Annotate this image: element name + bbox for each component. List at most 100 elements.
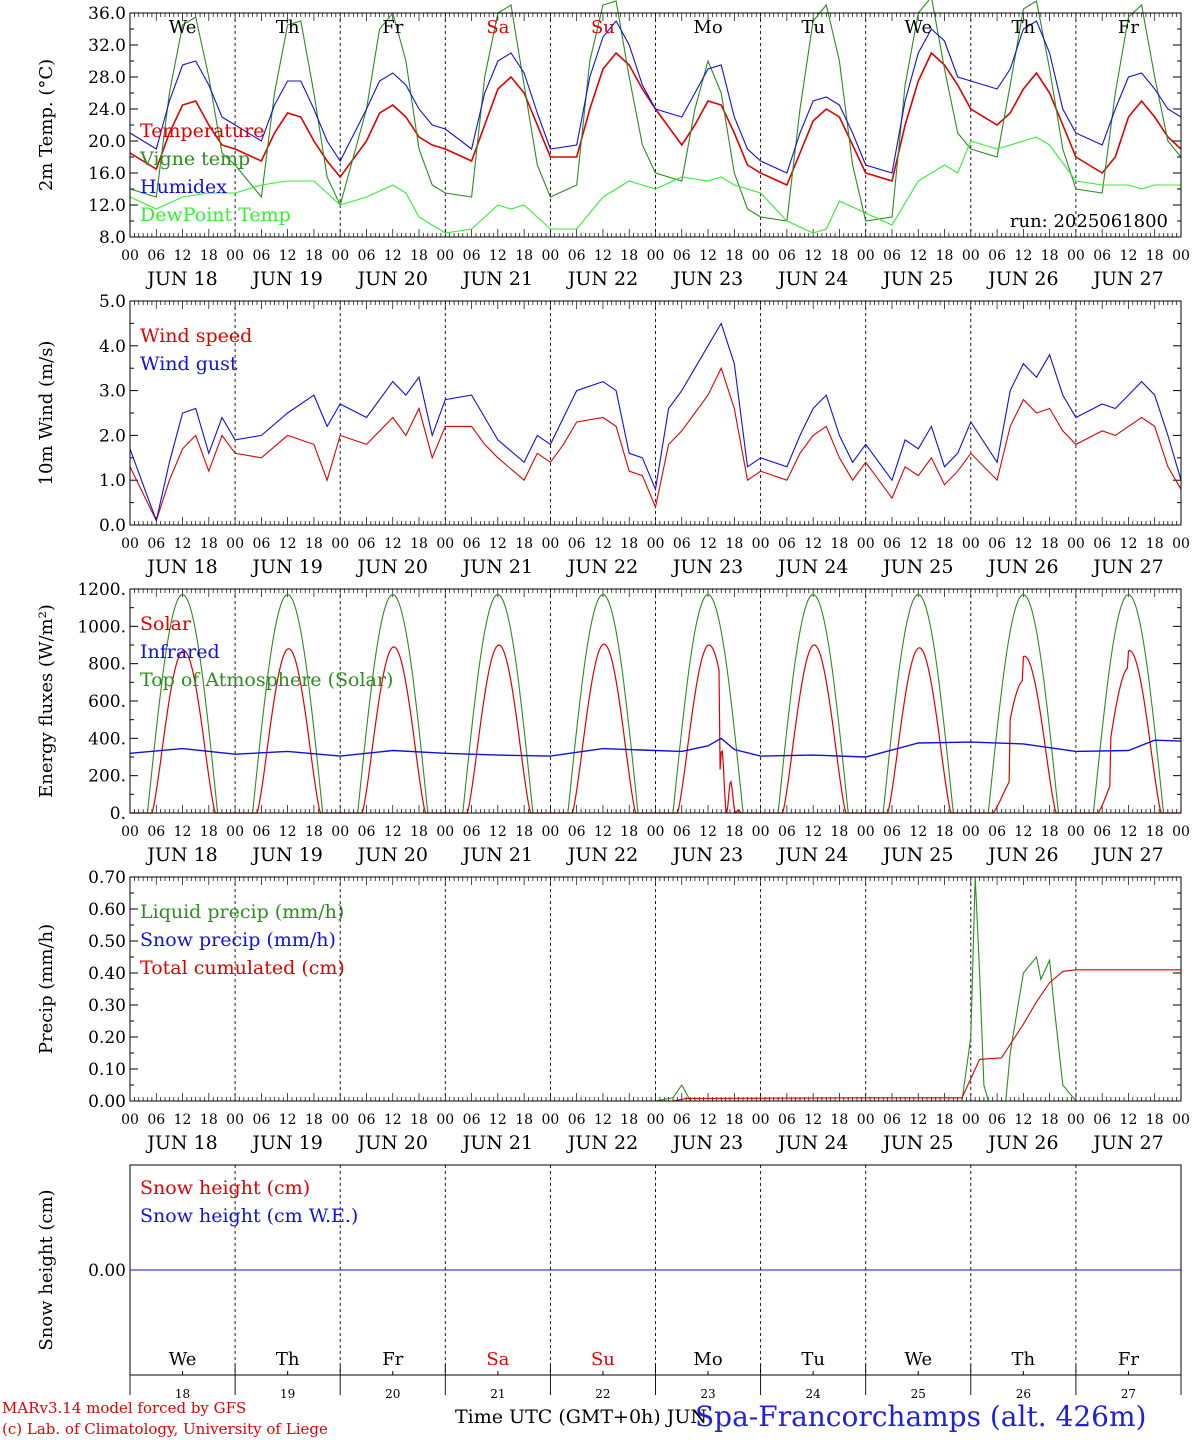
date-label: JUN 23 (671, 556, 743, 578)
date-label: JUN 24 (776, 268, 848, 290)
y-tick-label: 5.0 (99, 292, 126, 312)
date-label: JUN 19 (250, 556, 322, 578)
weekday-label: Tu (801, 17, 825, 38)
legend-entry: Solar (140, 613, 192, 635)
series-line (129, 322, 1182, 523)
hour-tick-label: 18 (620, 536, 638, 552)
date-label: JUN 18 (145, 844, 217, 866)
hour-tick-label: 00 (962, 1112, 980, 1128)
hour-tick-label: 18 (725, 536, 743, 552)
weekday-label: Mo (693, 17, 722, 38)
hour-tick-label: 12 (1014, 536, 1032, 552)
y-tick-label: 28.0 (88, 68, 126, 88)
legend-entry: Temperature (140, 120, 264, 142)
weekday-label: Fr (382, 17, 403, 38)
hour-tick-label: 00 (857, 824, 875, 840)
hour-tick-label: 18 (936, 1112, 954, 1128)
weekday-label: Su (591, 17, 615, 38)
date-label: JUN 19 (250, 844, 322, 866)
hour-tick-label: 18 (200, 824, 218, 840)
hour-tick-label: 00 (857, 536, 875, 552)
date-label: JUN 27 (1091, 556, 1163, 578)
legend-entry: Infrared (140, 641, 220, 663)
hour-tick-label: 00 (857, 1112, 875, 1128)
hour-tick-label: 12 (1120, 248, 1138, 264)
hour-tick-label: 06 (358, 248, 376, 264)
hour-tick-label: 18 (305, 536, 323, 552)
date-label: JUN 26 (986, 1132, 1058, 1154)
panel-frame (129, 1164, 1182, 1376)
hour-tick-label: 06 (673, 248, 691, 264)
date-label: JUN 18 (145, 556, 217, 578)
date-label: JUN 26 (986, 268, 1058, 290)
day-number-label: 23 (700, 1387, 715, 1401)
hour-tick-label: 18 (1146, 824, 1164, 840)
hour-tick-label: 06 (883, 824, 901, 840)
hour-tick-label: 18 (725, 824, 743, 840)
date-label: JUN 20 (356, 268, 428, 290)
hour-tick-label: 06 (1093, 824, 1111, 840)
y-tick-label: 0. (110, 804, 126, 824)
hour-tick-label: 18 (831, 1112, 849, 1128)
hour-tick-label: 12 (909, 1112, 927, 1128)
legend-entry: Snow height (cm W.E.) (140, 1205, 358, 1227)
hour-tick-label: 06 (988, 248, 1006, 264)
hour-tick-label: 18 (831, 536, 849, 552)
hour-tick-label: 12 (174, 248, 192, 264)
y-tick-label: 0.60 (88, 900, 126, 920)
hour-tick-label: 18 (305, 248, 323, 264)
hour-tick-label: 12 (699, 536, 717, 552)
hour-tick-label: 18 (515, 1112, 533, 1128)
hour-tick-label: 06 (778, 248, 796, 264)
hour-tick-label: 00 (226, 248, 244, 264)
model-credit: MARv3.14 model forced by GFS (2, 1399, 247, 1417)
hour-tick-label: 00 (541, 824, 559, 840)
hour-tick-label: 06 (358, 824, 376, 840)
hour-tick-label: 00 (752, 1112, 770, 1128)
hour-tick-label: 12 (1120, 1112, 1138, 1128)
hour-tick-label: 00 (436, 1112, 454, 1128)
hour-tick-label: 12 (174, 824, 192, 840)
legend-entry: Liquid precip (mm/h) (140, 901, 344, 923)
hour-tick-label: 06 (252, 248, 270, 264)
hour-tick-label: 18 (1041, 248, 1059, 264)
legend-entry: Vigne temp (139, 148, 250, 170)
y-tick-label: 0.30 (88, 996, 126, 1016)
weekday-label: We (904, 1349, 932, 1370)
y-tick-label: 20.0 (88, 132, 126, 152)
hour-tick-label: 18 (515, 248, 533, 264)
hour-tick-label: 06 (463, 824, 481, 840)
date-label: JUN 18 (145, 1132, 217, 1154)
hour-tick-label: 00 (1172, 248, 1190, 264)
day-number-label: 24 (806, 1387, 822, 1401)
y-tick-label: 0.00 (88, 1261, 126, 1281)
y-tick-label: 0.40 (88, 964, 126, 984)
hour-tick-label: 06 (252, 536, 270, 552)
y-tick-label: 0.70 (88, 868, 126, 888)
weekday-label: Fr (382, 1349, 403, 1370)
hour-tick-label: 06 (883, 1112, 901, 1128)
y-axis-label: Snow height (cm) (36, 1189, 57, 1350)
date-label: JUN 25 (881, 1132, 953, 1154)
legend-entry: Wind gust (140, 353, 238, 375)
hour-tick-label: 12 (909, 248, 927, 264)
hour-tick-label: 18 (1041, 1112, 1059, 1128)
date-label: JUN 20 (356, 556, 428, 578)
date-label: JUN 23 (671, 844, 743, 866)
date-label: JUN 24 (776, 844, 848, 866)
hour-tick-label: 00 (647, 248, 665, 264)
hour-tick-label: 18 (936, 824, 954, 840)
date-label: JUN 26 (986, 556, 1058, 578)
hour-tick-label: 18 (410, 248, 428, 264)
y-tick-label: 400. (88, 729, 126, 749)
hour-tick-label: 06 (568, 824, 586, 840)
y-tick-label: 16.0 (88, 164, 126, 184)
date-label: JUN 25 (881, 844, 953, 866)
hour-tick-label: 18 (1146, 1112, 1164, 1128)
panel-frame (129, 300, 1182, 526)
day-number-label: 22 (595, 1387, 610, 1401)
weekday-label: We (169, 17, 197, 38)
hour-tick-label: 12 (594, 248, 612, 264)
legend-entry: Wind speed (140, 325, 252, 347)
